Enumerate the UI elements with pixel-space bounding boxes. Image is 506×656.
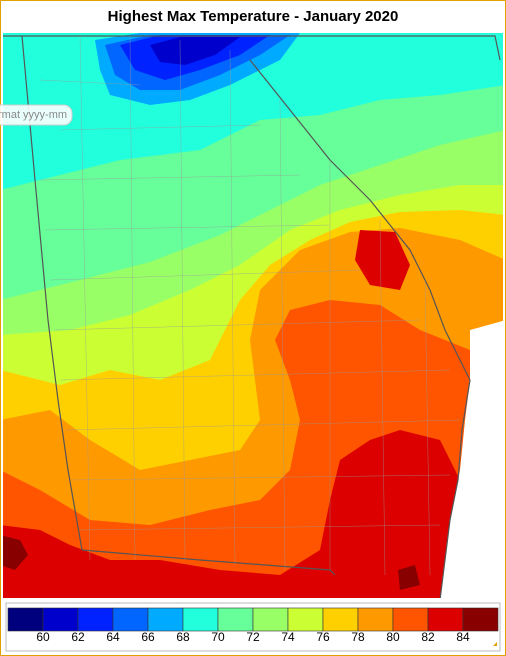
legend-swatch — [462, 607, 499, 632]
legend-tick-label: 64 — [106, 630, 120, 644]
legend-tick-label: 70 — [211, 630, 225, 644]
legend-tick-label: 78 — [351, 630, 365, 644]
legend-swatch — [322, 607, 359, 632]
legend-swatch — [287, 607, 324, 632]
legend-swatch — [7, 607, 44, 632]
input-placeholder: rmat yyyy-mm — [0, 109, 67, 121]
title: Highest Max Temperature - January 2020 — [108, 8, 399, 25]
legend-swatch — [112, 607, 149, 632]
legend-tick-label: 84 — [456, 630, 470, 644]
legend-tick-label: 74 — [281, 630, 295, 644]
legend-swatch — [147, 607, 184, 632]
legend-tick-label: 68 — [176, 630, 190, 644]
legend-swatch — [392, 607, 429, 632]
legend-tick-label: 76 — [316, 630, 330, 644]
date-input[interactable]: rmat yyyy-mm — [0, 104, 73, 126]
input-box[interactable] — [0, 104, 73, 126]
legend-swatch — [252, 607, 289, 632]
legend: 60 62 64 66 68 70 72 74 76 78 80 82 84 — [7, 607, 499, 644]
legend-tick-label: 66 — [141, 630, 155, 644]
legend-tick-label: 60 — [36, 630, 50, 644]
legend-swatch — [42, 607, 79, 632]
legend-swatch — [427, 607, 464, 632]
temperature-map — [3, 33, 503, 598]
legend-tick-label: 82 — [421, 630, 435, 644]
legend-swatch — [77, 607, 114, 632]
legend-tick-label: 72 — [246, 630, 260, 644]
legend-swatch — [357, 607, 394, 632]
legend-tick-label: 80 — [386, 630, 400, 644]
legend-tick-label: 62 — [71, 630, 85, 644]
resize-handle — [493, 642, 497, 646]
legend-swatch — [182, 607, 219, 632]
legend-swatch — [217, 607, 254, 632]
